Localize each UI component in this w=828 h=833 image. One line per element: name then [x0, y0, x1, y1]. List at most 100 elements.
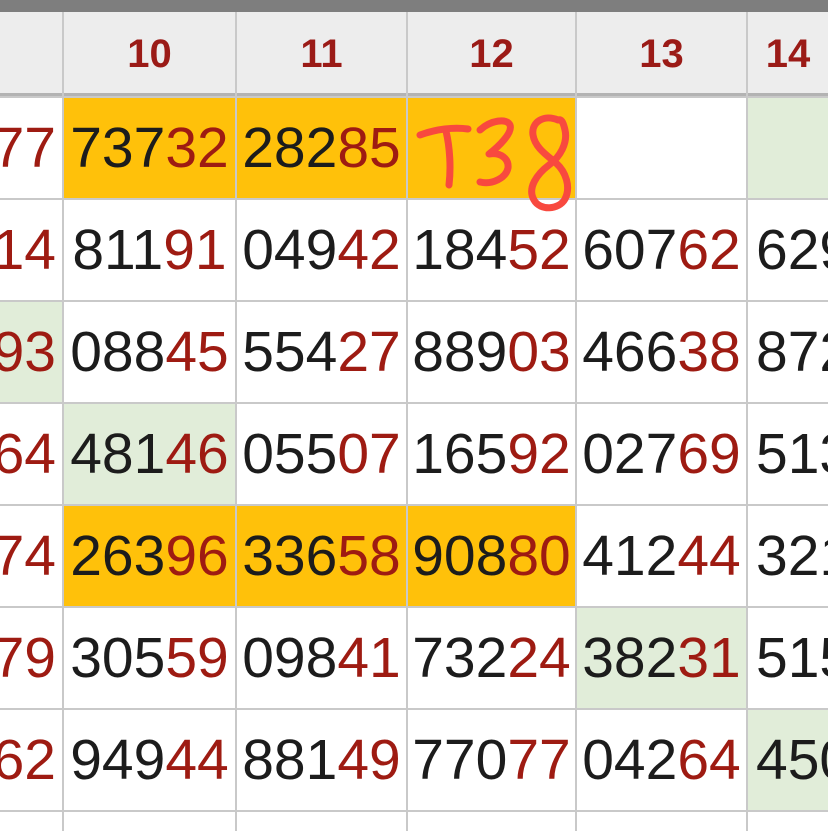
table-cell: 450: [748, 710, 828, 810]
table-cell: 889 03: [408, 302, 575, 402]
digits-red: 79: [0, 626, 56, 690]
digits-red: 07: [337, 422, 401, 486]
table-cell: 184 52: [408, 200, 575, 300]
digits-black: 027: [582, 422, 678, 486]
table-cell: 321: [748, 506, 828, 606]
digits-red: 03: [507, 320, 571, 384]
table-cell: [577, 812, 746, 831]
digits-black: 872: [756, 320, 828, 384]
digits-black: 098: [242, 626, 338, 690]
digits-black: 607: [582, 218, 678, 282]
table-cell: 165 92: [408, 404, 575, 504]
digits-black: 088: [70, 320, 166, 384]
digits-black: 889: [412, 320, 508, 384]
digits-red: 59: [165, 626, 229, 690]
digits-black: 881: [242, 728, 338, 792]
digits-black: 732: [412, 626, 508, 690]
table-cell: 055 07: [237, 404, 406, 504]
digits-red: 41: [337, 626, 401, 690]
table-cell: 872: [748, 302, 828, 402]
digits-red: 64: [0, 422, 56, 486]
table-cell: 881 49: [237, 710, 406, 810]
header-cell-12: 12: [408, 12, 575, 96]
digits-red: 96: [165, 524, 229, 588]
digits-black: 513: [756, 422, 828, 486]
digits-red: 77: [0, 116, 56, 180]
digits-red: 24: [507, 626, 571, 690]
digits-black: 282: [242, 116, 338, 180]
top-separator-bar: [0, 0, 828, 12]
digits-black: 382: [582, 626, 678, 690]
digits-black: 811: [72, 218, 164, 282]
digits-black: 055: [242, 422, 338, 486]
digits-red: 93: [0, 320, 56, 384]
digits-black: 042: [582, 728, 678, 792]
table-cell: 554 27: [237, 302, 406, 402]
digits-red: 45: [165, 320, 229, 384]
header-cell-blank: [0, 12, 62, 96]
table-cell: 305 59: [64, 608, 235, 708]
digits-black: 450: [756, 728, 828, 792]
table-cell: 629: [748, 200, 828, 300]
results-table: 10 11 12 13 14 77 737 32 282 85 14 811 91 049 42 184 52 6…: [0, 12, 828, 831]
digits-red: 32: [165, 116, 229, 180]
table-cell: 027 69: [577, 404, 746, 504]
table-cell: [408, 812, 575, 831]
digits-black: 629: [756, 218, 828, 282]
digits-black: 184: [412, 218, 508, 282]
digits-black: 949: [70, 728, 166, 792]
table-cell: 098 41: [237, 608, 406, 708]
table-cell: 382 31: [577, 608, 746, 708]
digits-red: 62: [677, 218, 741, 282]
digits-black: 412: [582, 524, 678, 588]
digits-black: 737: [70, 116, 166, 180]
table-cell: [237, 812, 406, 831]
table-cell: 088 45: [64, 302, 235, 402]
digits-red: 49: [337, 728, 401, 792]
table-cell: 949 44: [64, 710, 235, 810]
header-cell-14: 14: [748, 12, 828, 96]
digits-red: 31: [677, 626, 741, 690]
digits-black: 515: [756, 626, 828, 690]
digits-red: 74: [0, 524, 56, 588]
digits-black: 481: [70, 422, 166, 486]
digits-red: 42: [337, 218, 401, 282]
table-cell: 811 91: [64, 200, 235, 300]
header-cell-11: 11: [237, 12, 406, 96]
digits-black: 049: [242, 218, 338, 282]
digits-red: 64: [677, 728, 741, 792]
table-cell: 263 96: [64, 506, 235, 606]
digits-red: 44: [677, 524, 741, 588]
digits-black: 263: [70, 524, 166, 588]
table-cell: [577, 98, 746, 198]
digits-black: 321: [756, 524, 828, 588]
table-cell: 282 85: [237, 98, 406, 198]
digits-black: 908: [412, 524, 508, 588]
digits-red: 85: [337, 116, 401, 180]
table-cell: 412 44: [577, 506, 746, 606]
table-cell: 732 24: [408, 608, 575, 708]
digits-black: 336: [242, 524, 338, 588]
digits-red: 69: [677, 422, 741, 486]
digits-red: 52: [507, 218, 571, 282]
table-cell: [408, 98, 575, 198]
header-cell-10: 10: [64, 12, 235, 96]
digits-red: 92: [507, 422, 571, 486]
table-cell: 607 62: [577, 200, 746, 300]
table-cell: 14: [0, 200, 62, 300]
table-cell: 74: [0, 506, 62, 606]
table-cell: 042 64: [577, 710, 746, 810]
table-cell: 466 38: [577, 302, 746, 402]
digits-red: 91: [163, 218, 227, 282]
table-cell: 77: [0, 98, 62, 198]
table-cell: 93: [0, 302, 62, 402]
table-cell: 481 46: [64, 404, 235, 504]
digits-black: 554: [242, 320, 338, 384]
digits-red: 62: [0, 728, 56, 792]
digits-red: 58: [337, 524, 401, 588]
digits-red: 27: [337, 320, 401, 384]
table-cell: 515: [748, 608, 828, 708]
digits-black: 165: [412, 422, 508, 486]
table-cell: 64: [0, 404, 62, 504]
table-cell: 62: [0, 710, 62, 810]
